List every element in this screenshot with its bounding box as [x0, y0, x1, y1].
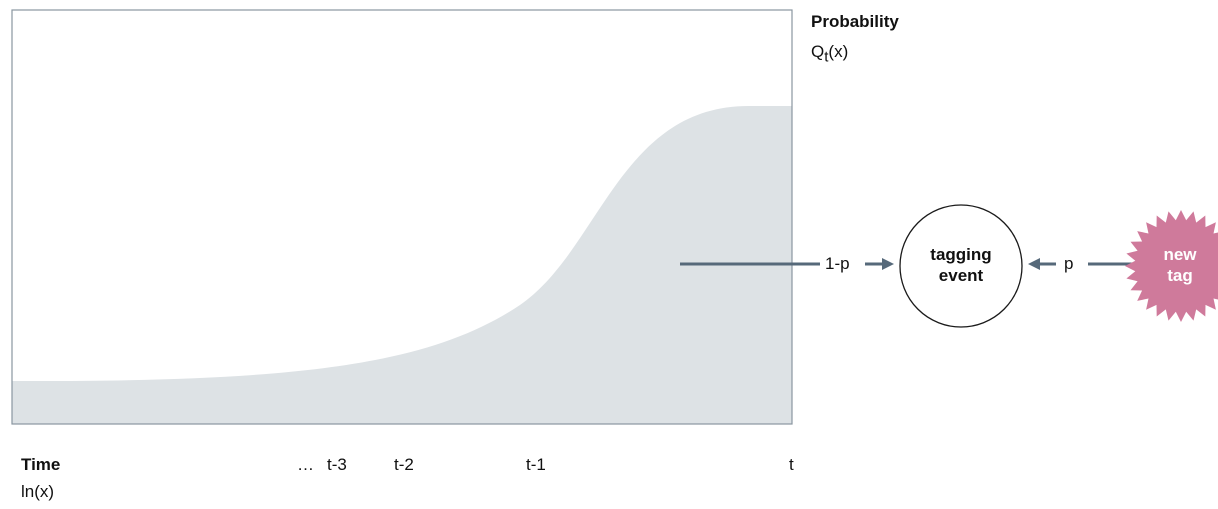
new-tag-burst	[1125, 210, 1218, 322]
y-axis-symbol: Qt(x)	[811, 42, 848, 67]
flow-label-p: p	[1064, 254, 1074, 273]
y-axis-symbol-base: Q	[811, 42, 825, 61]
probability-area	[12, 105, 792, 424]
plot-frame	[11, 9, 793, 425]
tagging-event-label: tagging event	[900, 244, 1022, 286]
x-tick-t-2: t-2	[394, 455, 414, 474]
x-axis-subtitle: ln(x)	[21, 482, 55, 501]
arrow-to-event-right	[1028, 258, 1056, 270]
arrow-to-event-left	[865, 258, 894, 270]
new-tag-line1: new	[1163, 245, 1197, 264]
tagging-event-line1: tagging	[930, 245, 992, 264]
tagging-event-circle	[899, 204, 1023, 328]
new-tag-line2: tag	[1167, 266, 1193, 285]
new-tag-label: new tag	[1148, 244, 1212, 286]
x-axis-ellipsis: …	[297, 455, 314, 474]
x-tick-t-1: t-1	[526, 455, 546, 474]
y-axis-symbol-sub: t	[824, 48, 829, 66]
y-axis-title: Probability	[811, 12, 899, 31]
tagging-event-line2: event	[938, 266, 984, 285]
x-tick-t: t	[789, 455, 794, 474]
x-tick-t-3: t-3	[327, 455, 347, 474]
flow-label-one-minus-p: 1-p	[825, 254, 850, 273]
x-axis-title: Time	[21, 455, 61, 474]
y-axis-symbol-arg: (x)	[828, 42, 849, 61]
